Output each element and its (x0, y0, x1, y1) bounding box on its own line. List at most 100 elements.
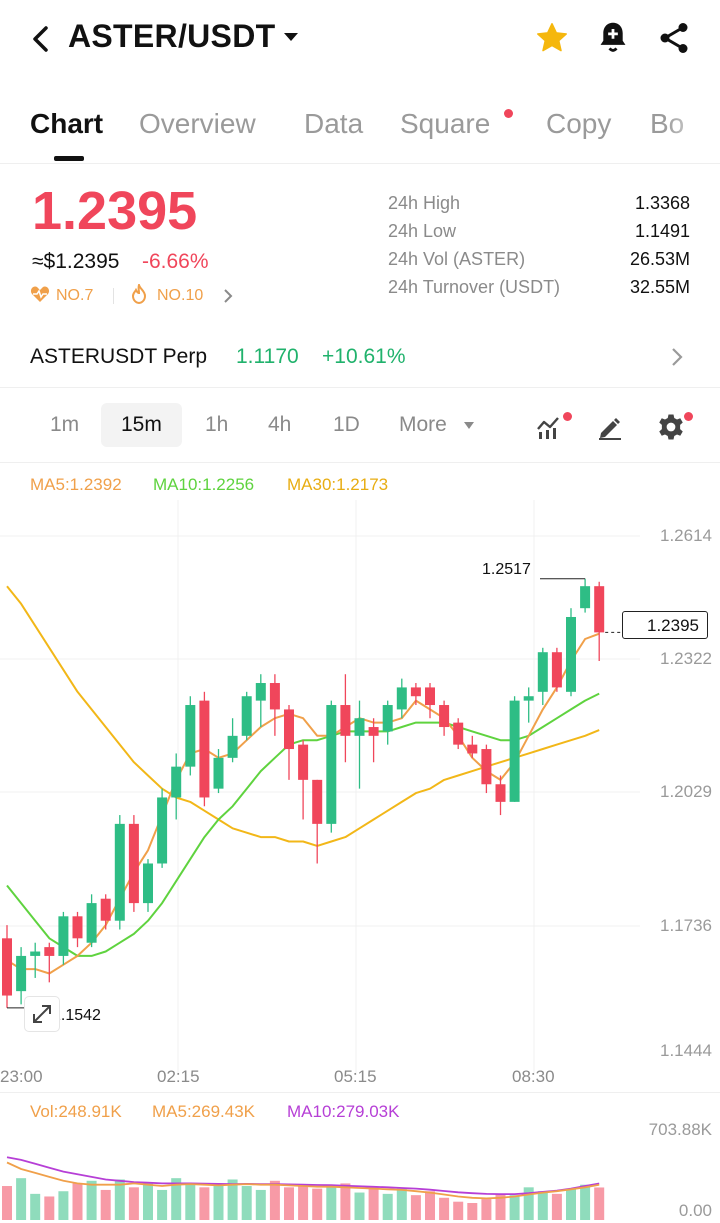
candle (396, 687, 407, 710)
candle (312, 779, 323, 824)
volume-bar (453, 1201, 464, 1220)
candle (114, 823, 125, 921)
volume-bar (298, 1186, 309, 1220)
volume-bar (171, 1178, 182, 1220)
stat-label: 24h Turnover (USDT) (388, 277, 561, 297)
volume-bar (523, 1187, 534, 1220)
volume-bar (114, 1179, 125, 1220)
heart-pulse-icon (30, 286, 50, 302)
tabs-divider (0, 163, 720, 164)
candle (425, 687, 435, 706)
candle (580, 586, 591, 609)
candle (439, 705, 450, 728)
ma10-legend: MA10:1.2256 (153, 475, 255, 494)
volume-bar (2, 1186, 12, 1220)
tab-chart[interactable]: Chart (30, 108, 104, 139)
vol-legend: Vol:248.91K (30, 1102, 122, 1121)
volume-bar (58, 1191, 69, 1220)
tab-square[interactable]: Square (400, 108, 491, 139)
volume-bar (410, 1195, 421, 1220)
vol-ma10-line (6, 1156, 600, 1195)
vol-axis-label: 0.00 (678, 1201, 712, 1220)
favorite-star-icon[interactable] (534, 20, 570, 56)
pair-dropdown-icon[interactable] (283, 31, 299, 43)
settings-notification-dot (684, 412, 693, 421)
toolbar-divider (0, 462, 720, 463)
candle (298, 744, 309, 780)
timeframe-4h[interactable]: 4h (268, 413, 292, 436)
back-button[interactable] (26, 22, 56, 56)
price-alert-icon[interactable] (596, 20, 630, 56)
candle (481, 749, 492, 785)
share-icon[interactable] (656, 20, 692, 56)
last-price-tag: 1.2395 (622, 611, 708, 639)
perp-change: +10.61% (322, 345, 406, 368)
timeframe-1m[interactable]: 1m (50, 413, 80, 436)
price-change: -6.66% (142, 250, 209, 273)
volume-bar (537, 1191, 548, 1220)
volume-bar (227, 1179, 238, 1220)
stat-label: 24h Vol (ASTER) (388, 249, 526, 269)
candle (382, 705, 393, 732)
settings-gear-icon[interactable] (656, 412, 686, 442)
rank-more-icon[interactable] (222, 288, 234, 304)
volume-bar (481, 1199, 492, 1220)
vol-ma5-legend: MA5:269.43K (152, 1102, 256, 1121)
stat-label: 24h Low (388, 221, 457, 241)
low-price-marker: 1.1542 (52, 1007, 101, 1024)
perp-name: ASTERUSDT Perp (30, 345, 207, 368)
expand-chart-button[interactable] (24, 996, 60, 1032)
stat-value: 26.53M (629, 249, 690, 269)
candle (594, 586, 605, 633)
perp-divider (0, 387, 720, 388)
candlestick-chart[interactable] (0, 500, 720, 1090)
stat-label: 24h High (388, 193, 461, 213)
volume-bar (213, 1183, 224, 1220)
tab-copy[interactable]: Copy (546, 108, 612, 139)
candle (566, 616, 576, 692)
stat-value: 32.55M (629, 277, 690, 297)
tab-overview[interactable]: Overview (139, 108, 256, 139)
volume-bar (439, 1197, 450, 1220)
candle (128, 823, 139, 904)
draw-tool-icon[interactable] (596, 413, 624, 441)
indicators-icon[interactable] (536, 413, 566, 441)
volume-bar (396, 1188, 407, 1220)
usd-price: ≈$1.2395 (32, 250, 120, 273)
candle (143, 863, 153, 904)
candle (326, 705, 337, 824)
candle (86, 903, 97, 943)
candle (368, 727, 379, 736)
stat-value: 1.3368 (634, 193, 690, 213)
candle (185, 705, 196, 767)
price-axis-label: 1.1444 (660, 1041, 712, 1060)
volume-bar (185, 1184, 196, 1220)
tab-data[interactable]: Data (304, 108, 364, 139)
candle (241, 696, 252, 736)
volume-bar (594, 1187, 605, 1220)
rank-separator (113, 288, 114, 304)
timeframe-15m[interactable]: 15m (101, 403, 182, 447)
volume-chart[interactable] (0, 1120, 720, 1223)
volume-bar (551, 1193, 562, 1220)
pair-title[interactable]: ASTER/USDT (68, 18, 276, 54)
volume-bar (157, 1189, 168, 1220)
hot-rank-badge[interactable] (30, 285, 50, 303)
hot-rank-text: NO.7 (56, 287, 94, 304)
candle (537, 652, 548, 692)
candle (269, 683, 280, 710)
time-axis-label: 23:00 (0, 1067, 43, 1086)
indicators-notification-dot (563, 412, 572, 421)
flame-icon (130, 284, 148, 304)
timeframe-1d[interactable]: 1D (333, 413, 360, 436)
timeframe-more[interactable]: More (399, 413, 447, 436)
chevron-left-icon (33, 26, 48, 52)
candle (2, 938, 12, 996)
volume-bar (509, 1195, 520, 1220)
timeframe-1h[interactable]: 1h (205, 413, 229, 436)
volume-bar (566, 1188, 576, 1220)
volume-bar (284, 1187, 294, 1220)
candle (199, 700, 210, 798)
ma10-line (6, 692, 600, 957)
volume-bar (382, 1193, 393, 1220)
